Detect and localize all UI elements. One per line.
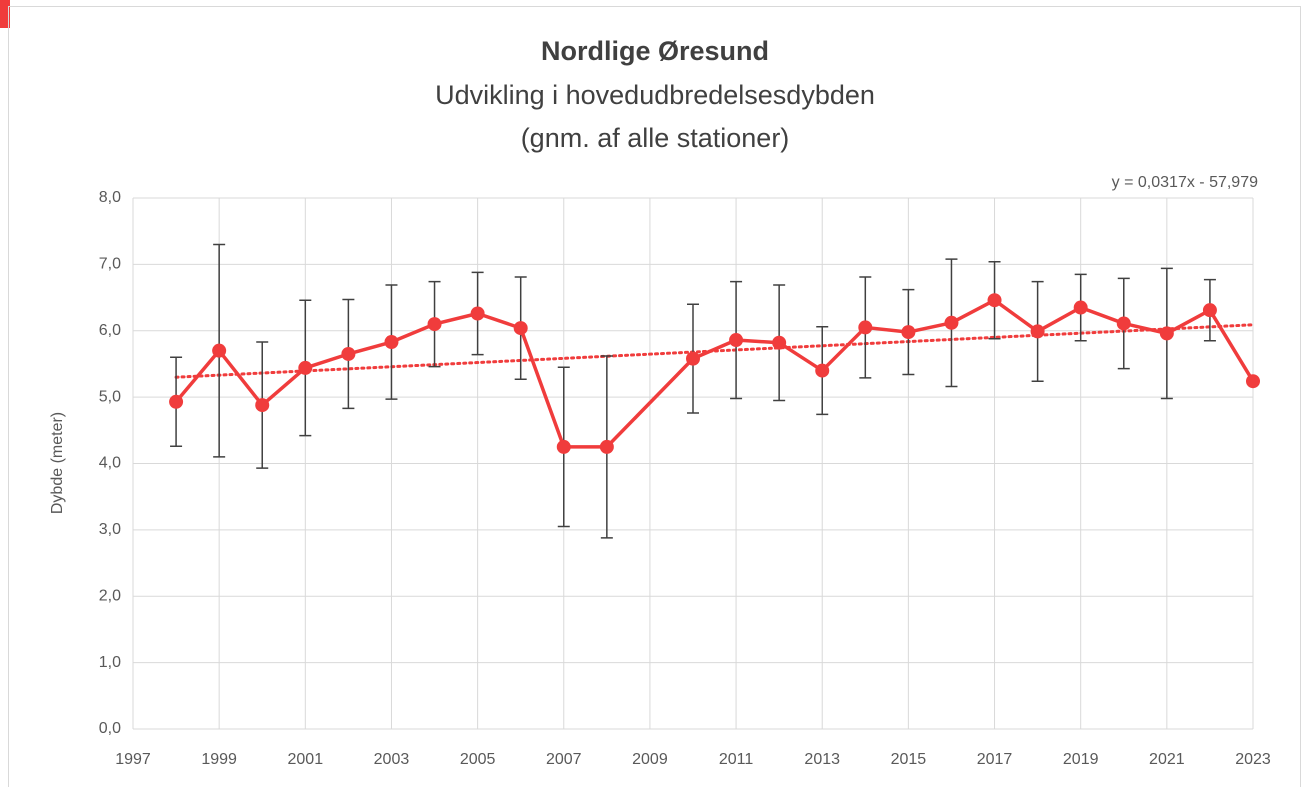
data-point <box>1073 300 1088 315</box>
x-tick-label: 1997 <box>115 751 151 768</box>
data-point <box>384 335 399 350</box>
x-tick-label: 2013 <box>804 751 840 768</box>
data-point <box>341 346 356 361</box>
data-point <box>513 321 528 336</box>
y-tick-label: 0,0 <box>99 720 121 737</box>
y-tick-label: 1,0 <box>99 654 121 671</box>
x-tick-label: 2017 <box>977 751 1013 768</box>
x-tick-label: 2015 <box>891 751 927 768</box>
x-tick-label: 2011 <box>719 751 754 768</box>
x-tick-label: 2001 <box>288 751 324 768</box>
chart-title: Nordlige Øresund <box>541 36 769 66</box>
data-point <box>858 320 873 335</box>
data-point <box>987 293 1002 308</box>
x-tick-label: 2019 <box>1063 751 1099 768</box>
data-point <box>1030 324 1045 339</box>
data-point <box>1159 326 1174 341</box>
data-point <box>772 335 787 350</box>
y-tick-label: 7,0 <box>99 256 121 273</box>
data-point <box>298 360 313 375</box>
data-point <box>169 394 184 409</box>
series-line <box>174 298 1255 449</box>
chart-subtitle: Udvikling i hovedudbredelsesdybden <box>435 80 875 110</box>
data-point <box>1202 303 1217 318</box>
y-tick-label: 4,0 <box>99 455 121 472</box>
data-point <box>1246 374 1260 389</box>
x-tick-label: 2023 <box>1235 751 1271 768</box>
data-point <box>255 398 270 413</box>
chart-subtitle: (gnm. af alle stationer) <box>521 123 790 153</box>
y-tick-label: 8,0 <box>99 189 121 206</box>
data-point <box>686 351 700 366</box>
y-tick-label: 5,0 <box>99 388 121 405</box>
data-point <box>427 317 442 332</box>
data-point <box>729 333 744 348</box>
trend-equation: y = 0,0317x - 57,979 <box>1112 174 1258 191</box>
data-point <box>1116 316 1131 331</box>
y-axis-label: Dybde (meter) <box>49 412 66 514</box>
x-tick-label: 2005 <box>460 751 496 768</box>
x-tick-label: 2021 <box>1149 751 1185 768</box>
data-point <box>944 315 959 330</box>
data-point <box>599 439 614 454</box>
data-point <box>212 343 227 358</box>
y-tick-label: 6,0 <box>99 322 121 339</box>
data-point <box>556 439 571 454</box>
data-point <box>470 306 485 321</box>
y-tick-label: 3,0 <box>99 521 121 538</box>
data-point <box>815 363 830 378</box>
y-tick-label: 2,0 <box>99 587 121 604</box>
data-point <box>901 325 916 340</box>
x-tick-label: 2009 <box>632 751 668 768</box>
chart-frame <box>8 6 1301 787</box>
x-tick-label: 1999 <box>201 751 237 768</box>
x-tick-label: 2007 <box>546 751 582 768</box>
corner-mark <box>0 0 10 28</box>
x-tick-label: 2003 <box>374 751 410 768</box>
